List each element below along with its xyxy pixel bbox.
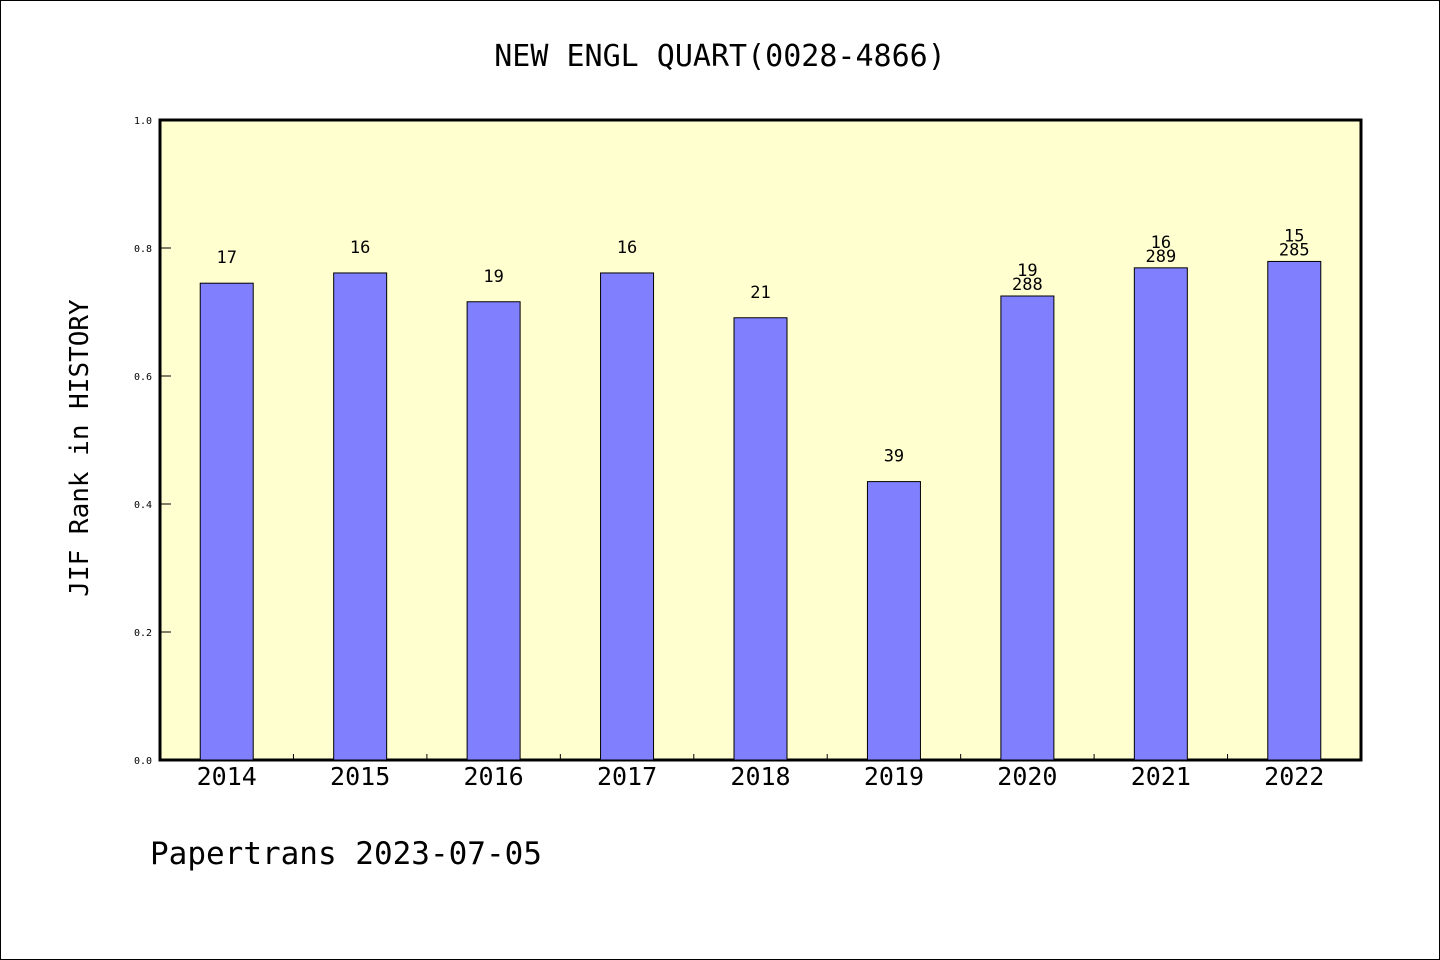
chart-title: NEW ENGL QUART(0028-4866)	[494, 39, 946, 74]
y-tick-label: 1.0	[134, 116, 152, 127]
x-tick-label: 2018	[730, 762, 790, 791]
bar	[199, 282, 254, 761]
x-tick-label: 2019	[864, 762, 924, 791]
bar-rank-label: 39	[884, 447, 904, 467]
x-tick-label: 2016	[464, 762, 524, 791]
y-tick-label: 0.4	[134, 500, 152, 511]
x-tick-label: 2022	[1264, 762, 1324, 791]
bar	[466, 301, 521, 761]
y-tick-label: 0.2	[134, 628, 152, 639]
bar-rank-label: 15	[1284, 226, 1304, 246]
bar-rank-label: 16	[617, 238, 637, 258]
bar	[1267, 260, 1322, 761]
y-axis-label: JIF Rank in HISTORY	[65, 299, 95, 597]
bar-rank-label: 16	[350, 238, 370, 258]
bar	[1133, 267, 1188, 761]
bar-rank-label: 19	[1017, 261, 1037, 281]
bar	[333, 272, 388, 761]
x-tick-label: 2020	[997, 762, 1057, 791]
bar-total-label: 288	[1012, 275, 1043, 295]
bar-rank-label: 19	[483, 267, 503, 287]
bar	[733, 317, 788, 761]
bar-rank-label: 17	[216, 248, 236, 268]
x-tick-label: 2015	[330, 762, 390, 791]
bar-rank-label: 16	[1151, 233, 1171, 253]
y-tick-label: 0.6	[134, 372, 152, 383]
bar	[600, 272, 655, 761]
y-tick-label: 0.8	[134, 244, 152, 255]
bar-rank-label: 21	[750, 283, 770, 303]
x-axis: 2014 2015 2016 2017 2018 2019 2020 2021 2022	[197, 754, 1324, 791]
bar	[1000, 295, 1055, 761]
bar-total-label: 285	[1279, 240, 1310, 260]
x-tick-label: 2021	[1131, 762, 1191, 791]
bar-total-label: 289	[1145, 247, 1176, 267]
bar	[866, 481, 921, 761]
y-axis: 0.0 0.2 0.4 0.6 0.8 1.0	[134, 116, 171, 767]
y-tick-label: 0.0	[134, 756, 152, 767]
footer-text: Papertrans 2023-07-05	[150, 836, 542, 872]
x-tick-label: 2017	[597, 762, 657, 791]
x-tick-label: 2014	[197, 762, 257, 791]
